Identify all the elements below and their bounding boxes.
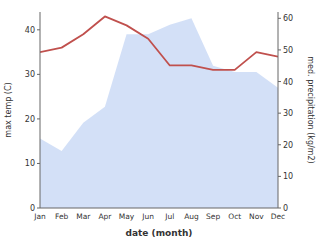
y2-tick-label: 60	[283, 14, 293, 23]
chart: 0102030400102030405060JanFebMarAprMayJun…	[0, 0, 318, 242]
y-tick-label: 20	[25, 115, 35, 124]
y-tick-label: 30	[25, 70, 35, 79]
x-tick-label: Sep	[206, 212, 220, 221]
x-tick-label: Jul	[164, 212, 174, 221]
plot-area	[40, 16, 278, 208]
precip-area	[40, 18, 278, 208]
x-axis-line	[40, 208, 278, 209]
y2-axis-line	[278, 12, 279, 208]
y2-tick-label: 50	[283, 46, 293, 55]
y-tick	[37, 74, 40, 75]
x-tick-label: May	[119, 212, 135, 221]
y2-tick	[278, 18, 281, 19]
y2-tick-label: 20	[283, 141, 293, 150]
y2-tick	[278, 176, 281, 177]
x-tick-label: Feb	[55, 212, 69, 221]
y-tick-label: 10	[25, 159, 35, 168]
y-axis-title: max temp (C)	[4, 82, 13, 137]
y-axis-line	[40, 12, 41, 208]
x-tick-label: Nov	[249, 212, 264, 221]
temp-line	[40, 16, 278, 69]
y2-tick-label: 40	[283, 78, 293, 87]
y-tick	[37, 118, 40, 119]
x-tick-label: Aug	[184, 212, 199, 221]
y-tick	[37, 208, 40, 209]
y2-tick	[278, 208, 281, 209]
y2-tick	[278, 49, 281, 50]
x-tick-label: Jan	[33, 212, 46, 221]
y2-tick	[278, 113, 281, 114]
y2-tick-label: 10	[283, 172, 293, 181]
x-tick-label: Oct	[228, 212, 241, 221]
y2-tick	[278, 144, 281, 145]
x-tick-label: Jun	[141, 212, 154, 221]
y2-tick-label: 30	[283, 109, 293, 118]
y-tick	[37, 163, 40, 164]
y2-axis-title: med. precipitation (kg/m2)	[306, 56, 315, 163]
x-tick-label: Dec	[271, 212, 286, 221]
x-tick-label: Mar	[76, 212, 91, 221]
y-tick	[37, 29, 40, 30]
x-axis-title: date (month)	[126, 228, 193, 238]
y-tick-label: 40	[25, 26, 35, 35]
x-tick-label: Apr	[98, 212, 112, 221]
y2-tick	[278, 81, 281, 82]
